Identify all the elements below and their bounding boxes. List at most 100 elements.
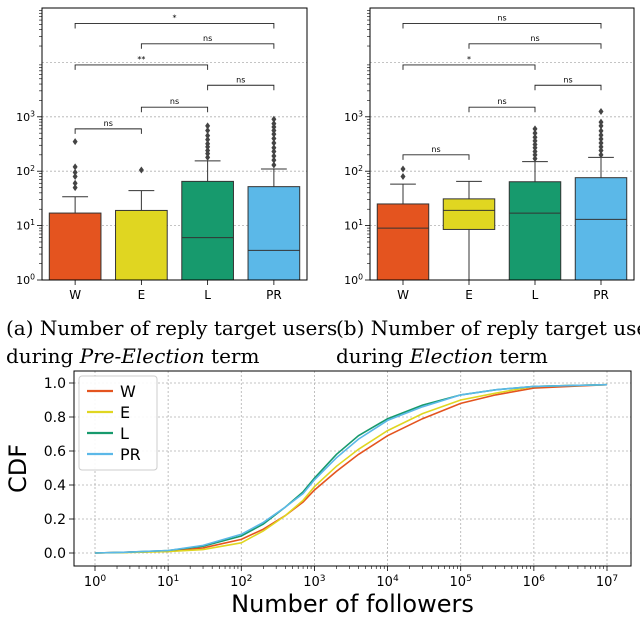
outlier-L xyxy=(205,147,211,155)
legend-frame xyxy=(78,375,158,471)
x-tick-label-E: E xyxy=(138,288,146,302)
y-tick-label: 0.4 xyxy=(44,478,66,494)
outlier-PR xyxy=(598,143,604,151)
caption-a-line2-italic: Pre-Election xyxy=(79,344,205,368)
significance-label: ns xyxy=(497,13,506,22)
outlier-PR xyxy=(598,122,604,130)
boxplot-pre-election: 100 101 102 103 W E L PR ns ns ns ** ns * xyxy=(16,7,308,302)
significance-bracket xyxy=(140,43,275,49)
caption-b: (b) Number of reply target users during … xyxy=(336,314,640,370)
significance-label: ** xyxy=(137,55,145,64)
outlier-W xyxy=(72,138,78,146)
y-tick-label: 100 xyxy=(344,273,363,287)
box-W xyxy=(376,203,430,281)
x-tick-label: 103 xyxy=(303,574,326,590)
plot-frame xyxy=(369,7,635,281)
x-tick-label-L: L xyxy=(204,288,211,302)
x-tick-label: 100 xyxy=(84,574,107,590)
significance-label: * xyxy=(173,13,177,22)
y-tick-label: 101 xyxy=(16,218,35,232)
x-tick-label-W: W xyxy=(397,288,409,302)
legend-label-W: W xyxy=(120,382,136,401)
outlier-PR xyxy=(598,151,604,159)
x-tick-label: 104 xyxy=(376,574,399,590)
caption-a-line2-prefix: during xyxy=(6,344,80,368)
outlier-W xyxy=(72,179,78,187)
outlier-L xyxy=(205,132,211,140)
outlier-L xyxy=(532,140,538,148)
significance-label: * xyxy=(467,55,471,64)
outlier-L xyxy=(532,148,538,156)
outlier-L xyxy=(532,129,538,137)
outlier-PR xyxy=(598,131,604,139)
series-line-L xyxy=(94,383,608,554)
outlier-PR xyxy=(271,144,277,152)
caption-a-line1: (a) Number of reply target users xyxy=(6,316,338,340)
caption-b-line1: (b) Number of reply target users xyxy=(336,316,640,340)
outlier-PR xyxy=(598,147,604,155)
box-L xyxy=(508,181,562,281)
series-line-PR xyxy=(94,383,608,554)
y-tick-label: 102 xyxy=(16,164,35,178)
cdf-chart: 100 101 102 103 104 105 106 107 0.0 0.2 0.4 0.6 0.8 1… xyxy=(4,370,632,618)
box-E xyxy=(115,209,168,281)
caption-a-line2-suffix: term xyxy=(204,344,260,368)
significance-bracket xyxy=(140,106,209,113)
y-tick-label: 100 xyxy=(16,273,35,287)
boxplot-election: 100 101 102 103 W E L PR ns ns ns * ns ns xyxy=(344,7,635,302)
y-axis-label: CDF xyxy=(4,444,32,493)
legend-label-L: L xyxy=(120,424,129,443)
outlier-W xyxy=(72,163,78,171)
box-PR xyxy=(247,186,301,281)
x-tick-label: 107 xyxy=(596,574,619,590)
outlier-PR xyxy=(598,135,604,143)
y-tick-label: 0.8 xyxy=(44,410,66,426)
outlier-W xyxy=(72,172,78,180)
x-tick-label: 101 xyxy=(157,574,179,590)
box-L xyxy=(181,180,234,281)
outlier-PR xyxy=(271,120,277,128)
outlier-PR xyxy=(598,127,604,135)
x-tick-label-PR: PR xyxy=(593,288,609,302)
y-tick-label: 1.0 xyxy=(44,376,66,392)
outlier-L xyxy=(205,136,211,144)
outlier-L xyxy=(532,125,538,133)
caption-b-line2-suffix: term xyxy=(493,344,548,368)
outlier-PR xyxy=(271,115,277,123)
outlier-L xyxy=(205,153,211,161)
significance-bracket xyxy=(74,128,142,134)
outlier-L xyxy=(205,140,211,148)
x-tick-label: 105 xyxy=(450,574,472,590)
outlier-PR xyxy=(271,130,277,138)
significance-label: ns xyxy=(530,34,539,43)
outlier-W xyxy=(72,184,78,192)
series-line-W xyxy=(94,383,608,554)
significance-label: ns xyxy=(104,119,113,128)
outlier-W xyxy=(72,168,78,176)
y-tick-label: 102 xyxy=(344,164,363,178)
plot-frame xyxy=(73,370,632,567)
plot-frame xyxy=(41,7,308,281)
y-tick-label: 0.0 xyxy=(44,546,66,562)
outlier-PR xyxy=(598,139,604,147)
y-tick-label: 101 xyxy=(344,218,363,232)
significance-label: ns xyxy=(170,97,179,106)
significance-label: ns xyxy=(497,97,506,106)
x-tick-label-L: L xyxy=(532,288,539,302)
outlier-L xyxy=(205,122,211,130)
x-axis-label: Number of followers xyxy=(231,590,474,618)
caption-a: (a) Number of reply target users during … xyxy=(6,314,337,370)
caption-b-line2-italic: Election xyxy=(409,344,494,368)
outlier-PR xyxy=(271,156,277,164)
caption-b-line2-prefix: during xyxy=(336,344,410,368)
legend-label-PR: PR xyxy=(120,445,141,464)
x-tick-label: 102 xyxy=(230,574,252,590)
box-PR xyxy=(574,177,628,281)
outlier-PR xyxy=(271,134,277,142)
outlier-L xyxy=(205,126,211,134)
significance-label: ns xyxy=(203,34,212,43)
series-line-E xyxy=(94,383,608,554)
significance-label: ns xyxy=(236,75,245,84)
y-tick-label: 0.6 xyxy=(44,444,66,460)
